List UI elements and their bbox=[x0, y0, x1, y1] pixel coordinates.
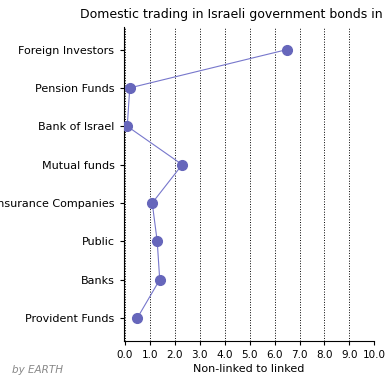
Text: by EARTH: by EARTH bbox=[12, 365, 63, 375]
Title: Domestic trading in Israeli government bonds in 2002: Domestic trading in Israeli government b… bbox=[80, 8, 386, 21]
X-axis label: Non-linked to linked: Non-linked to linked bbox=[193, 364, 305, 374]
